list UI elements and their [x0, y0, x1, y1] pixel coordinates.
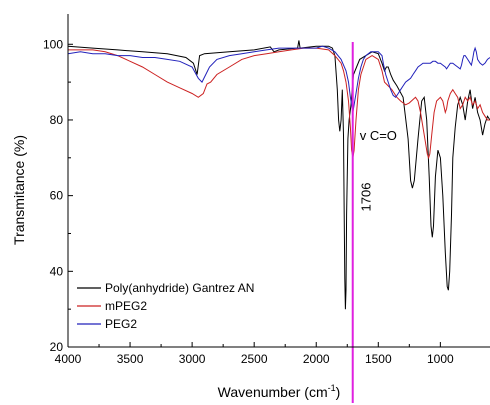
y-tick-label: 60 [50, 189, 64, 203]
legend-label: Poly(anhydride) Gantrez AN [105, 281, 254, 295]
x-tick-label: 2000 [303, 352, 330, 366]
x-axis-label-sup: -1 [328, 383, 336, 393]
marker-label-1706: 1706 [359, 183, 374, 212]
series-line-3 [68, 45, 490, 113]
legend-label: PEG2 [105, 317, 137, 331]
y-tick-label: 40 [50, 264, 64, 278]
x-axis-label: Wavenumber (cm-1) [218, 383, 341, 400]
legend: Poly(anhydride) Gantrez AN mPEG2 PEG2 [77, 281, 254, 331]
y-tick-label: 20 [50, 340, 64, 354]
y-axis-label: Transmitance (%) [11, 135, 27, 245]
band-label-co: v C=O [360, 128, 397, 143]
y-tick-label: 80 [50, 113, 64, 127]
series-line-1 [68, 40, 490, 310]
x-axis-label-tail: ) [336, 384, 341, 400]
x-tick-label: 2500 [241, 352, 268, 366]
y-tick-label: 100 [43, 37, 63, 51]
x-tick-label: 1500 [365, 352, 392, 366]
legend-label: mPEG2 [105, 299, 147, 313]
x-axis-label-main: Wavenumber (cm [218, 384, 328, 400]
x-tick-label: 4000 [55, 352, 82, 366]
x-tick-label: 3000 [179, 352, 206, 366]
x-tick-label: 3500 [117, 352, 144, 366]
series-line-2 [68, 47, 490, 160]
x-tick-label: 1000 [427, 352, 454, 366]
